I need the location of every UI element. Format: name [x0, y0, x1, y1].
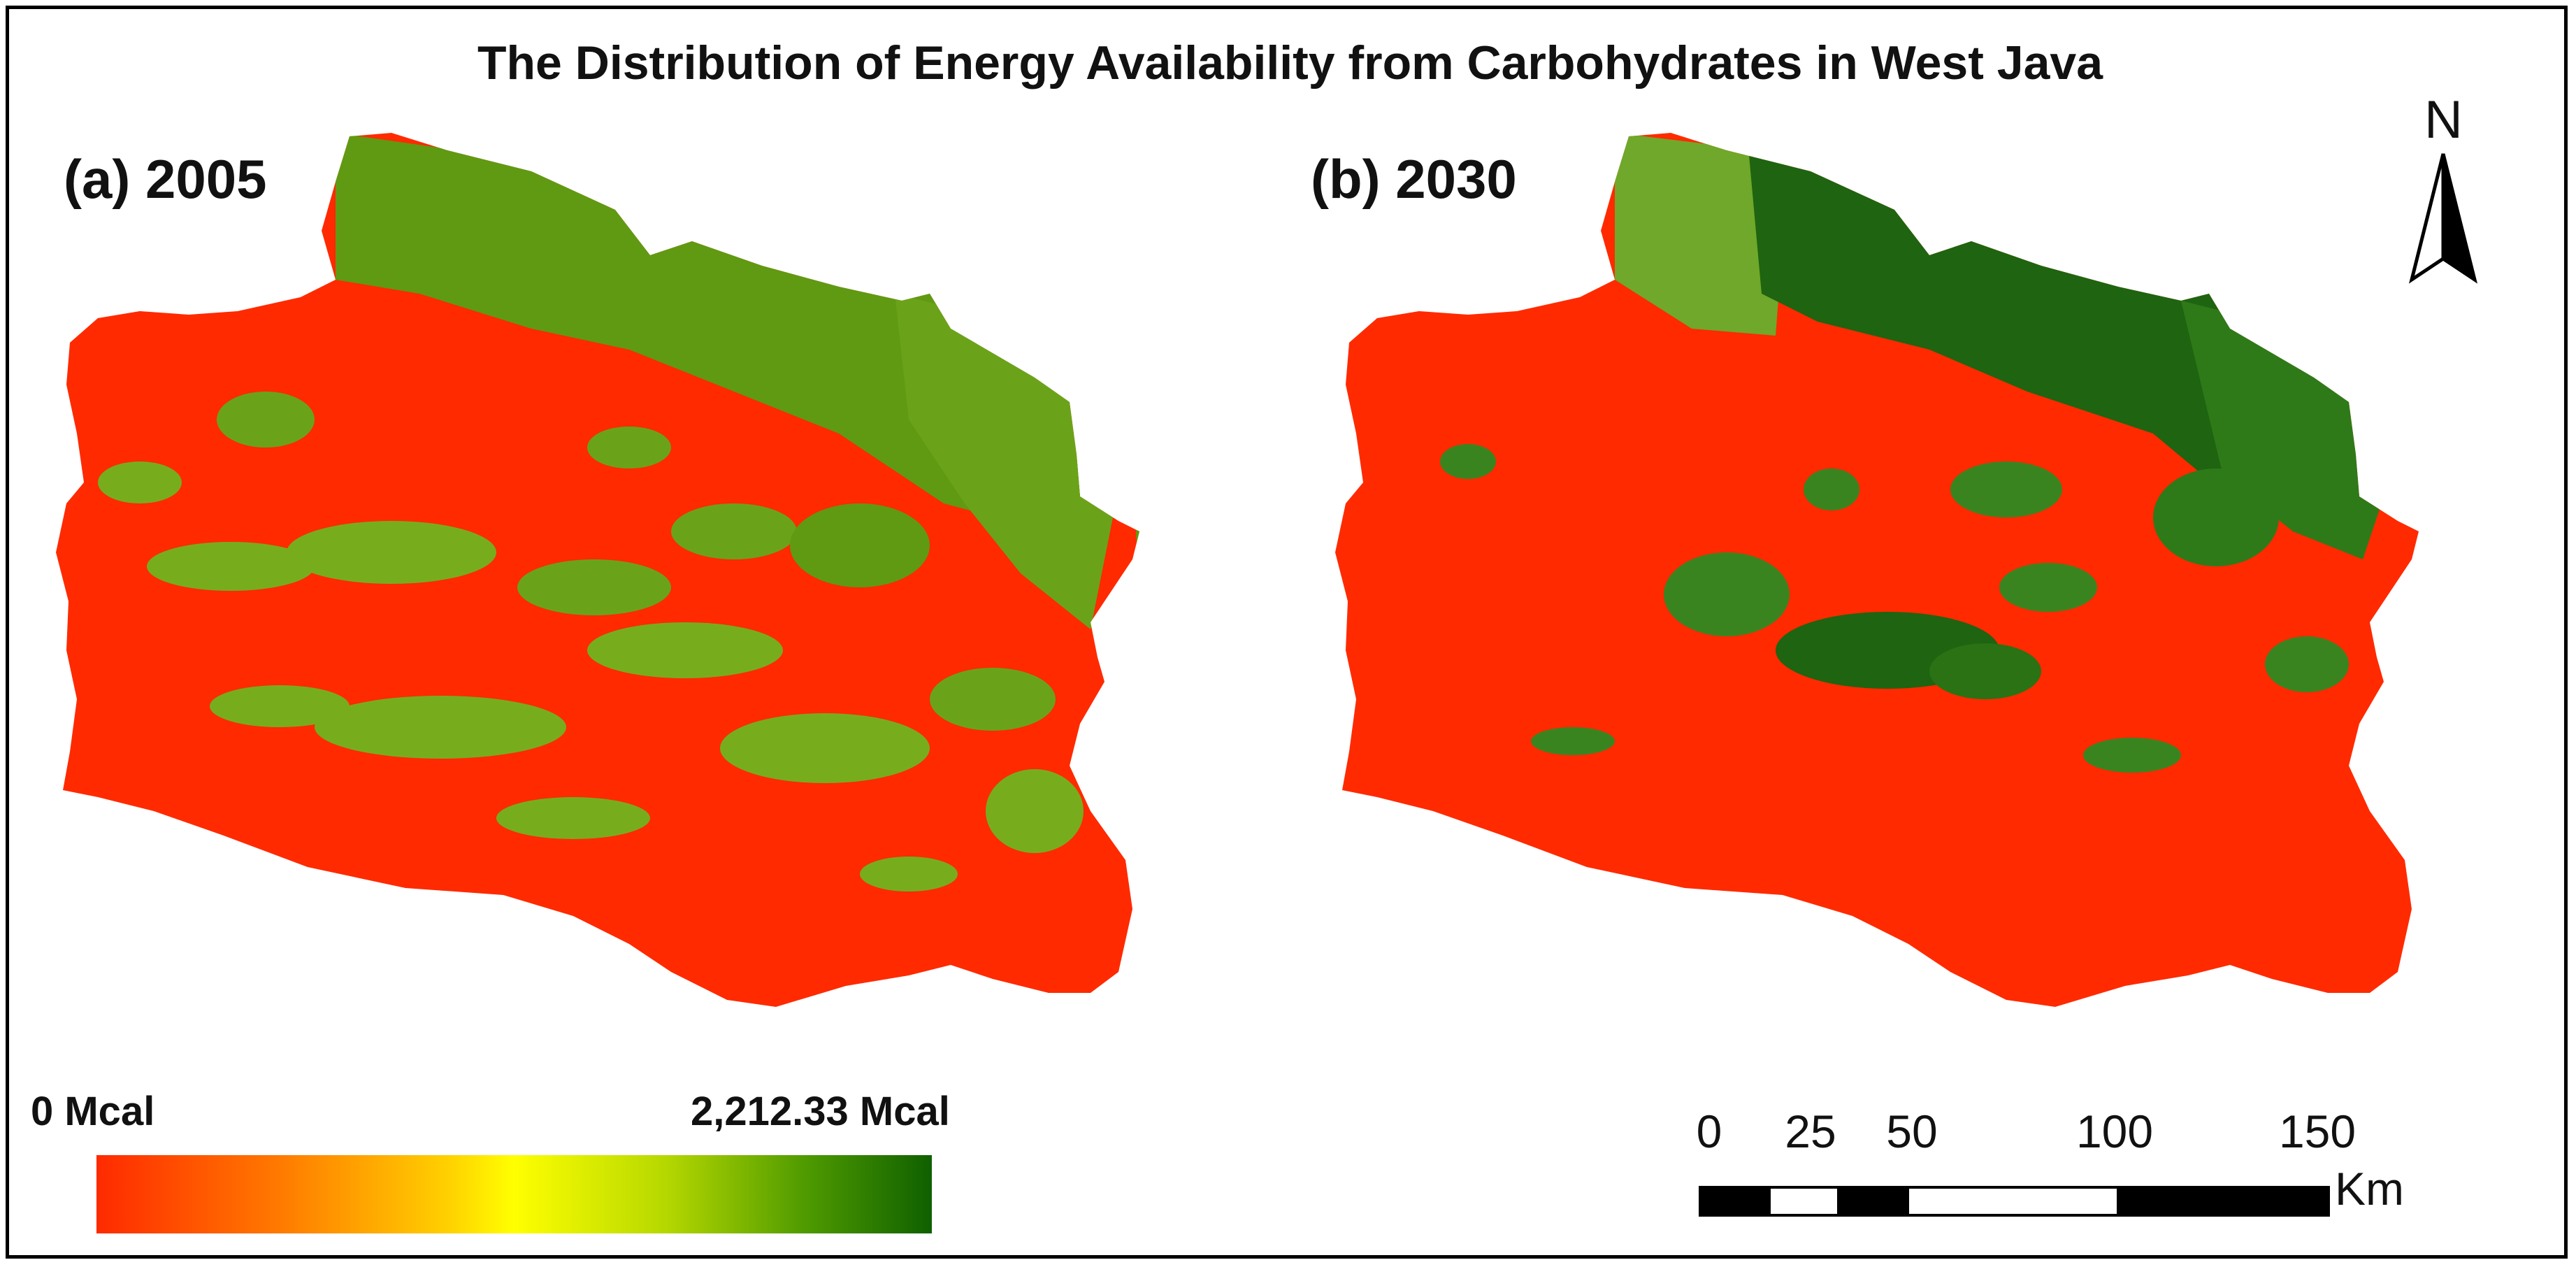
scale-unit-label: Km	[2335, 1163, 2404, 1215]
panel-label-2030: (b) 2030	[1311, 148, 1517, 210]
figure-title: The Distribution of Energy Availability …	[477, 36, 2103, 90]
scale-tick-50: 50	[1886, 1105, 1938, 1157]
legend-max-label: 2,212.33 Mcal	[691, 1089, 950, 1134]
north-arrow-icon	[2409, 153, 2477, 284]
map-2030	[1335, 133, 2419, 1007]
scale-segment-2	[1768, 1186, 1840, 1217]
map-2005	[56, 133, 1139, 1007]
panel-label-2005: (a) 2005	[64, 148, 267, 210]
scale-tick-150: 150	[2278, 1105, 2356, 1157]
scale-tick-100: 100	[2075, 1105, 2154, 1157]
scale-tick-25: 25	[1785, 1105, 1836, 1157]
scale-segment-3	[1837, 1186, 1909, 1217]
legend-color-ramp	[96, 1155, 932, 1233]
legend-min-label: 0 Mcal	[31, 1089, 155, 1134]
scale-segment-5	[2117, 1186, 2330, 1217]
scale-segment-1	[1699, 1186, 1771, 1217]
scale-segment-4	[1906, 1186, 2120, 1217]
scale-tick-0: 0	[1696, 1105, 1722, 1157]
north-label: N	[2424, 90, 2463, 150]
